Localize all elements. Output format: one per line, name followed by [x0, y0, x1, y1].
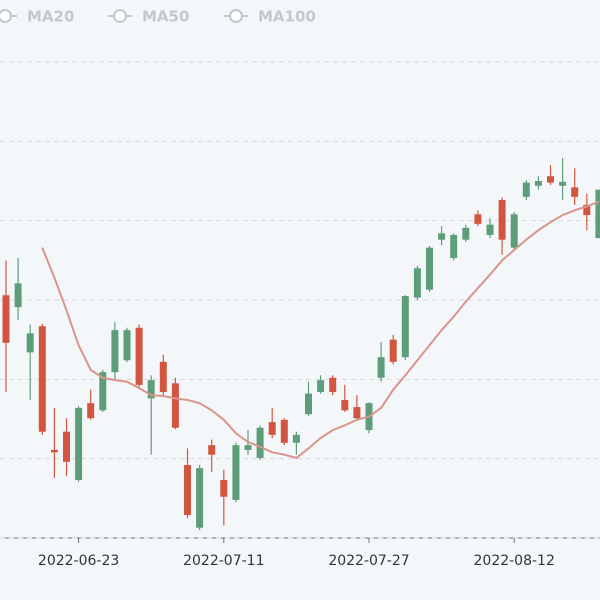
x-tick-label: 2022-06-23: [38, 553, 119, 569]
candle-body: [522, 182, 530, 197]
candle-body: [184, 465, 191, 515]
candle-body: [268, 422, 276, 435]
candle-body: [571, 187, 579, 197]
candle-body: [111, 330, 119, 373]
x-tick-label: 2022-07-27: [328, 553, 409, 569]
candle-body: [341, 399, 349, 411]
candle-body: [462, 227, 470, 240]
legend-icon[interactable]: [0, 9, 12, 23]
candle-body: [413, 268, 421, 298]
legend-label[interactable]: MA100: [258, 8, 316, 26]
candle-body: [75, 407, 83, 481]
candle-body: [99, 372, 107, 411]
candle-body: [486, 224, 494, 235]
candle-body: [147, 380, 155, 399]
candle-body: [401, 296, 409, 358]
candle-body: [305, 393, 312, 415]
candle-body: [123, 330, 131, 361]
x-tick-label: 2022-08-12: [474, 553, 555, 569]
candle-body: [559, 181, 567, 186]
candle-body: [38, 326, 46, 432]
candle-body: [510, 214, 518, 248]
candle-body: [450, 234, 458, 258]
candle-body: [256, 427, 264, 458]
candle-body: [196, 468, 204, 528]
candle-body: [159, 361, 167, 393]
candle-body: [280, 419, 288, 443]
candle-body: [14, 283, 22, 308]
legend-icon[interactable]: [229, 9, 243, 23]
candle-body: [377, 357, 385, 378]
candle-body: [438, 233, 446, 240]
candle-body: [220, 480, 228, 497]
candle-body: [244, 445, 252, 450]
candle-body: [426, 247, 433, 290]
candle-body: [50, 449, 58, 453]
candle-body: [595, 189, 600, 239]
x-tick-label: 2022-07-11: [183, 553, 264, 569]
candle-body: [317, 380, 325, 393]
candle-body: [63, 431, 70, 462]
candle-body: [474, 214, 482, 224]
candle-body: [547, 176, 554, 183]
legend-label[interactable]: MA20: [27, 8, 74, 26]
candle-body: [329, 377, 337, 393]
candle-body: [232, 445, 240, 500]
candle-body: [135, 327, 143, 385]
ma-line: [41, 200, 600, 459]
candle-body: [583, 204, 591, 216]
candle-body: [87, 403, 95, 419]
candle-body: [389, 339, 397, 362]
candle-body: [534, 181, 542, 186]
candle-body: [208, 445, 216, 455]
candle-body: [292, 434, 300, 443]
legend-icon[interactable]: [113, 9, 127, 23]
candle-body: [171, 383, 179, 428]
candle-body: [353, 407, 361, 419]
candle-body: [2, 295, 10, 343]
candle-body: [26, 333, 34, 353]
legend-label[interactable]: MA50: [142, 8, 189, 26]
candle-body: [498, 200, 506, 240]
